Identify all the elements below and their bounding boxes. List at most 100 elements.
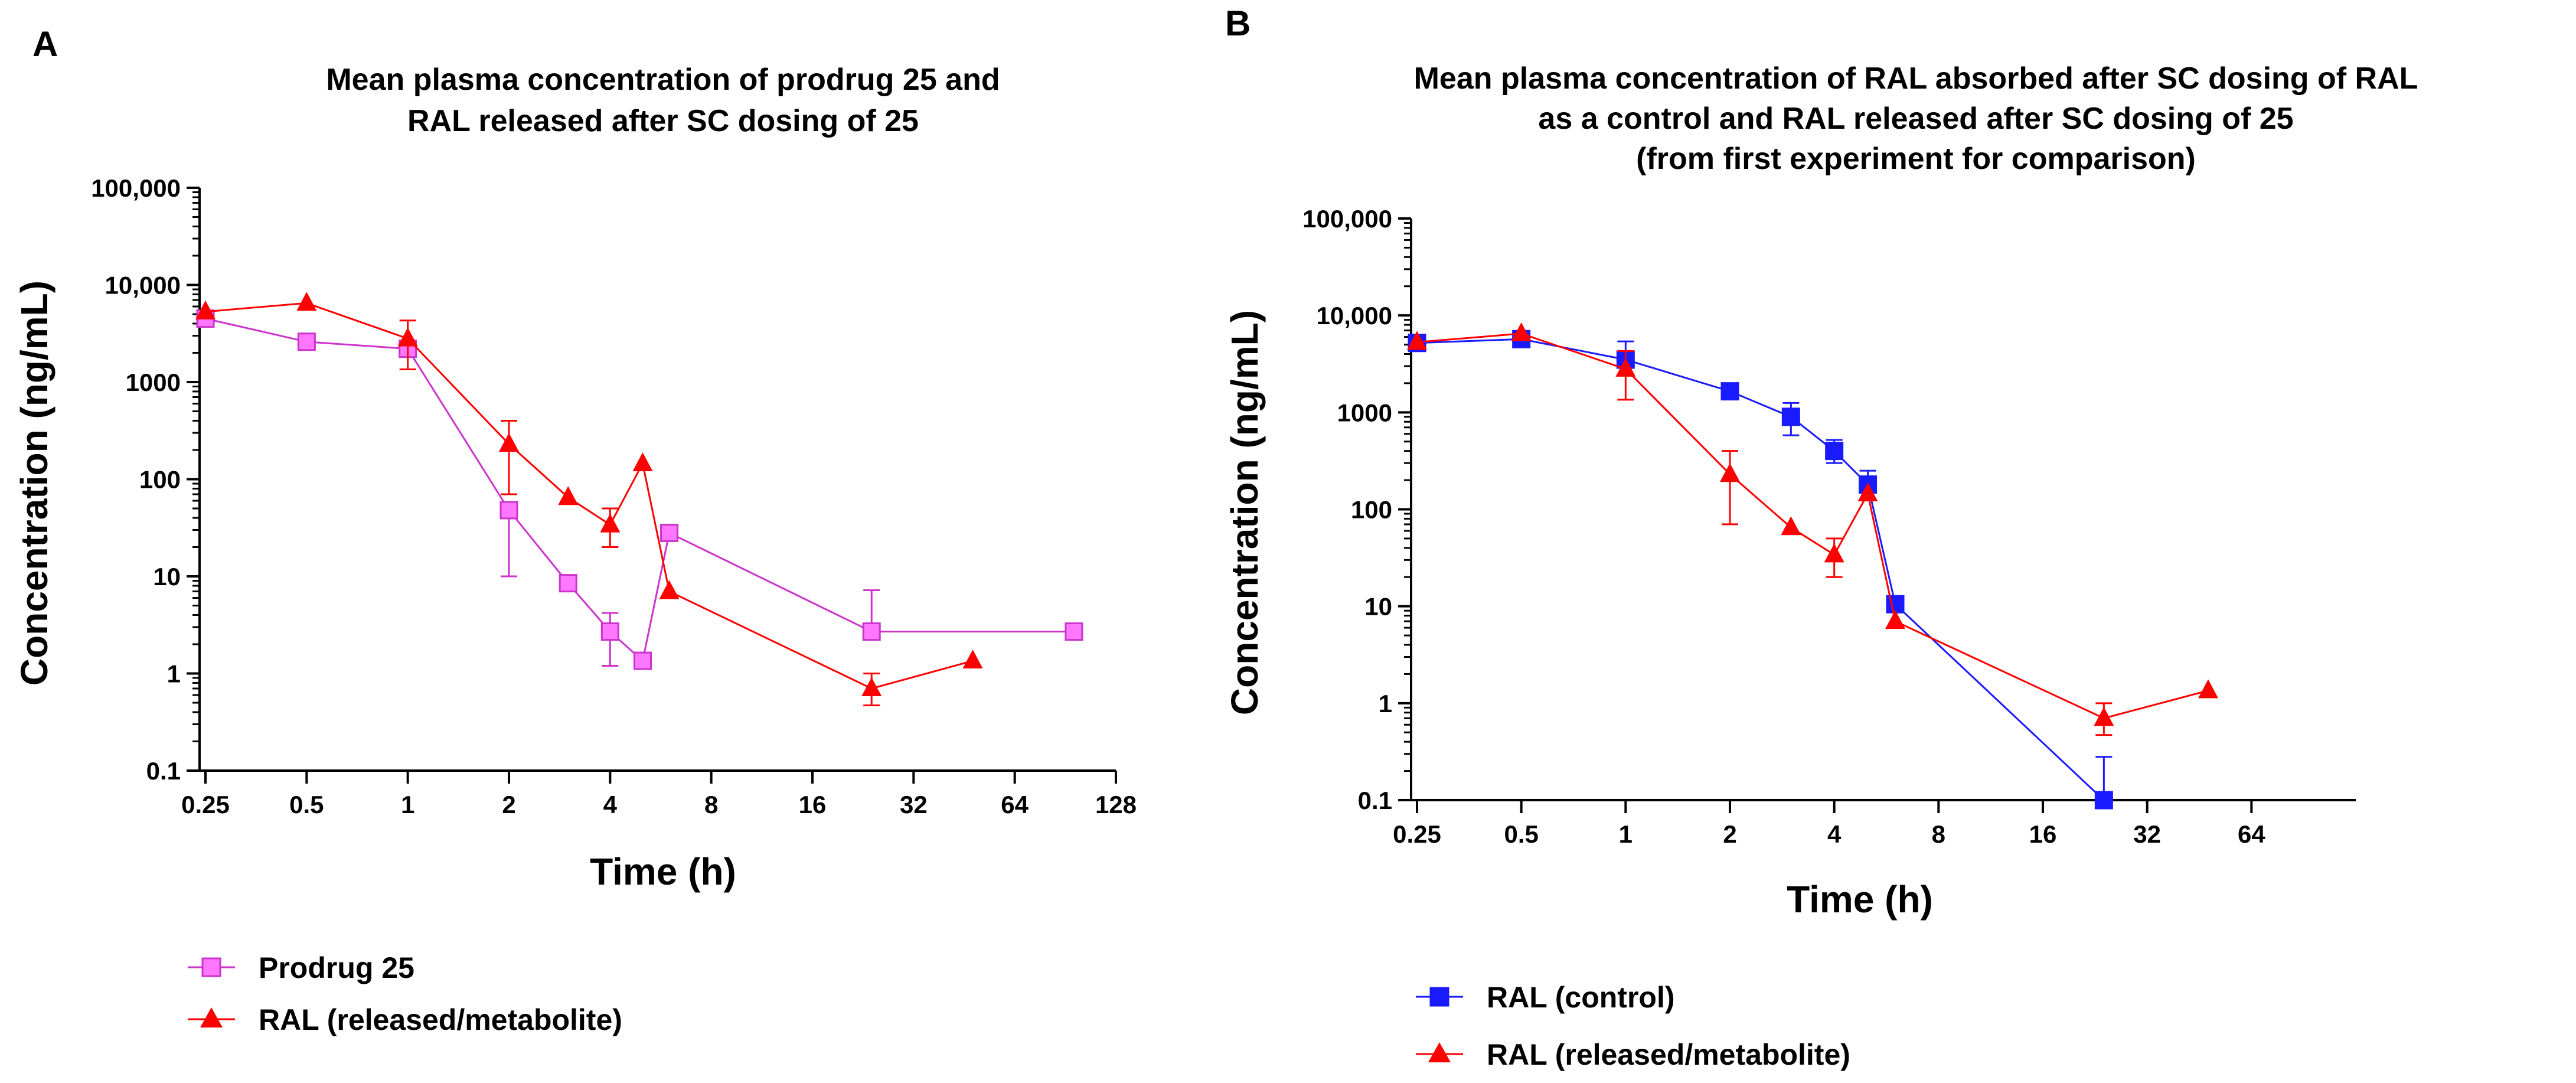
panel-a-prodrug-25-point — [660, 523, 679, 542]
legend-ral-control-label: RAL (control) — [1487, 981, 1674, 1014]
panel-b-y-tick-label: 1000 — [1337, 399, 1392, 426]
panel-b-ral-released-metabolite-point — [1824, 543, 1844, 563]
panel-a-x-tick-label: 128 — [1095, 791, 1137, 818]
panel-b-title-line2: as a control and RAL released after SC d… — [1538, 102, 2293, 136]
panel-a-x-tick-label: 64 — [1001, 791, 1029, 818]
panel-b-x-tick-label: 32 — [2133, 820, 2161, 848]
panel-a-y-tick-label: 1000 — [126, 368, 181, 396]
panel-b-ral-control-point — [1781, 407, 1800, 426]
panel-a-prodrug-25-point — [297, 332, 316, 351]
panel-b-y-tick-label: 100 — [1351, 496, 1392, 524]
panel-a-title-line1: Mean plasma concentration of prodrug 25 … — [326, 63, 1000, 97]
panel-b-ral-released-metabolite-point — [1885, 610, 1906, 629]
panel-a-ral-released-metabolite-point — [558, 486, 579, 505]
panel-a-ral-released-metabolite-point — [397, 327, 418, 347]
panel-a-prodrug-25-point — [499, 501, 518, 520]
legend-item-ral-released-b: RAL (released/metabolite) — [1416, 1038, 1850, 1071]
panel-b-ral-released-metabolite-point — [1720, 463, 1740, 482]
panel-a-ylabel: Concentration (ng/mL) — [13, 280, 55, 686]
legend-prodrug-25-marker — [201, 957, 221, 977]
panel-b-y-tick-label: 10,000 — [1317, 302, 1392, 330]
panel-a-plot: 0.1 1 10 100 1000 10,000 100,000 0.25 0.5 1 2 4 8 16 3… — [91, 174, 1137, 818]
panel-b-x-tick-label: 0.25 — [1393, 820, 1441, 848]
panel-a-x-tick-label: 0.25 — [181, 791, 230, 818]
panel-a-ral-released-metabolite-point — [659, 580, 680, 599]
panel-a-title-line2: RAL released after SC dosing of 25 — [407, 104, 919, 138]
panel-a-x-tick-label: 16 — [799, 791, 827, 818]
panel-a-x-tick-label: 4 — [603, 791, 618, 818]
panel-a-ral-released-metabolite-point — [600, 513, 621, 533]
panel-b-title-line1: Mean plasma concentration of RAL absorbe… — [1414, 61, 2418, 96]
panel-b-x-tick-label: 0.5 — [1504, 820, 1538, 848]
panel-b-y-tick-label: 0.1 — [1358, 787, 1392, 814]
panel-b-xlabel: Time (h) — [1787, 878, 1933, 921]
panel-a-y-tick-label: 1 — [167, 660, 181, 688]
legend-item-ral-control: RAL (control) — [1416, 981, 1674, 1014]
legend-ral-released-b-marker — [1428, 1042, 1451, 1062]
legend-item-prodrug-25: Prodrug 25 — [188, 951, 414, 984]
panel-a-y-tick-label: 0.1 — [146, 757, 181, 785]
panel-b-x-tick-label: 4 — [1827, 820, 1842, 848]
panel-a-x-tick-label: 8 — [704, 791, 718, 818]
panel-b-ral-released-metabolite-point — [1781, 516, 1801, 536]
legend-ral-released-a-marker — [200, 1007, 223, 1027]
legend-ral-control-marker — [1429, 987, 1449, 1007]
panel-a-xlabel: Time (h) — [590, 850, 736, 893]
panel-a-x-tick-label: 2 — [502, 791, 515, 818]
panel-b-y-tick-label: 10 — [1364, 593, 1392, 621]
panel-a-prodrug-25-point — [1065, 622, 1083, 641]
panel-b-ral-control-point — [1859, 475, 1878, 494]
panel-b-ral-control-point — [2094, 791, 2113, 810]
panel-a-label: A — [32, 24, 58, 64]
panel-a-y-tick-label: 100,000 — [91, 174, 181, 202]
panel-b-title-line3: (from first experiment for comparison) — [1636, 142, 2196, 176]
panel-b-ral-released-metabolite-line — [1416, 332, 2209, 719]
panel-b-x-tick-label: 1 — [1619, 820, 1633, 848]
legend-prodrug-25-label: Prodrug 25 — [259, 951, 414, 984]
panel-b-ral-control-point — [1720, 382, 1739, 401]
panel-a-y-tick-label: 10 — [153, 563, 181, 591]
panel-b-x-tick-label: 16 — [2029, 820, 2057, 848]
legend-item-ral-released-a: RAL (released/metabolite) — [188, 1003, 622, 1036]
panel-a-ral-released-metabolite-point — [499, 432, 519, 452]
panel-a-ral-released-metabolite-point — [195, 300, 216, 319]
panel-b-ral-released-metabolite-point — [2198, 679, 2219, 699]
panel-a-y-tick-label: 100 — [139, 466, 181, 494]
panel-a-ral-released-metabolite-point — [861, 677, 882, 696]
panel-a-y-tick-label: 10,000 — [105, 272, 181, 299]
panel-b-legend: RAL (control) RAL (released/metabolite) — [1416, 981, 1850, 1071]
panel-b-ylabel: Concentration (ng/mL) — [1223, 310, 1266, 715]
panel-a-prodrug-25-point — [600, 622, 619, 641]
panel-a-x-tick-label: 0.5 — [289, 791, 324, 818]
panel-b-ral-released-metabolite-point — [2094, 707, 2114, 726]
panel-b-ral-released-metabolite-point — [1407, 331, 1427, 350]
panel-b-plot: 0.1 1 10 100 1000 10,000 100,000 0.25 0.5 1 2 4 8 16 3… — [1302, 205, 2356, 848]
panel-a-ral-released-metabolite-point — [632, 452, 653, 471]
panel-b-ral-released-metabolite-point — [1857, 482, 1878, 502]
panel-a-ral-released-metabolite-point — [962, 650, 983, 669]
panel-a-prodrug-25-point — [633, 651, 652, 670]
panel-a-x-tick-label: 1 — [401, 791, 414, 818]
panel-a-prodrug-25-point — [559, 574, 577, 593]
panel-b-label: B — [1225, 4, 1251, 43]
panel-a-legend: Prodrug 25 RAL (released/metabolite) — [188, 951, 622, 1036]
panel-a-ral-released-metabolite-point — [296, 292, 317, 311]
panel-b-x-tick-label: 64 — [2238, 820, 2265, 848]
panel-b-x-tick-label: 2 — [1723, 820, 1736, 848]
panel-a-prodrug-25-point — [862, 622, 881, 641]
panel-a-ral-released-metabolite-line — [205, 302, 973, 690]
panel-b-ral-control-point — [1886, 595, 1905, 614]
panel-a-x-tick-label: 32 — [900, 791, 928, 818]
panel-b-y-tick-label: 100,000 — [1302, 205, 1392, 233]
panel-b-ral-released-metabolite-point — [1511, 322, 1532, 341]
panel-b-ral-control-line — [1416, 338, 2105, 801]
panel-b-ral-released-metabolite-point — [1615, 357, 1636, 377]
panel-b-ral-control-point — [1825, 442, 1844, 461]
panel-a-prodrug-25-line — [205, 318, 1074, 663]
panel-b-x-tick-label: 8 — [1932, 820, 1945, 848]
legend-ral-released-b-label: RAL (released/metabolite) — [1487, 1038, 1850, 1071]
panel-b: B Mean plasma concentration of RAL absor… — [1223, 4, 2418, 1071]
legend-ral-released-a-label: RAL (released/metabolite) — [259, 1003, 622, 1036]
